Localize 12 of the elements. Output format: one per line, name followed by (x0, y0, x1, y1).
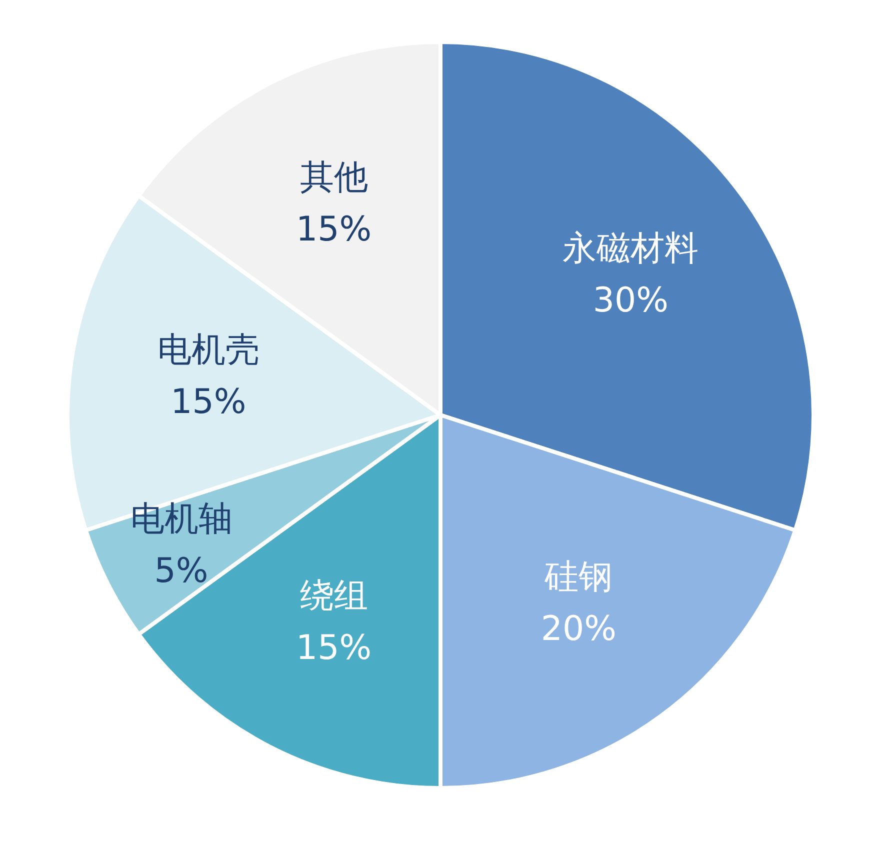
slice-label: 永磁材料 (562, 228, 699, 269)
data-label: 5% (154, 550, 208, 591)
slice-label: 电机轴 (130, 498, 232, 539)
data-label: 20% (540, 608, 616, 649)
slice-label: 绕组 (300, 576, 368, 616)
data-label: 15% (170, 382, 246, 422)
data-label: 30% (592, 280, 668, 321)
slice-label: 电机壳 (157, 330, 260, 370)
slice-label: 其他 (300, 157, 368, 198)
slice-label: 硅钢 (544, 556, 613, 597)
data-label: 15% (296, 628, 372, 668)
data-label: 15% (296, 209, 372, 250)
